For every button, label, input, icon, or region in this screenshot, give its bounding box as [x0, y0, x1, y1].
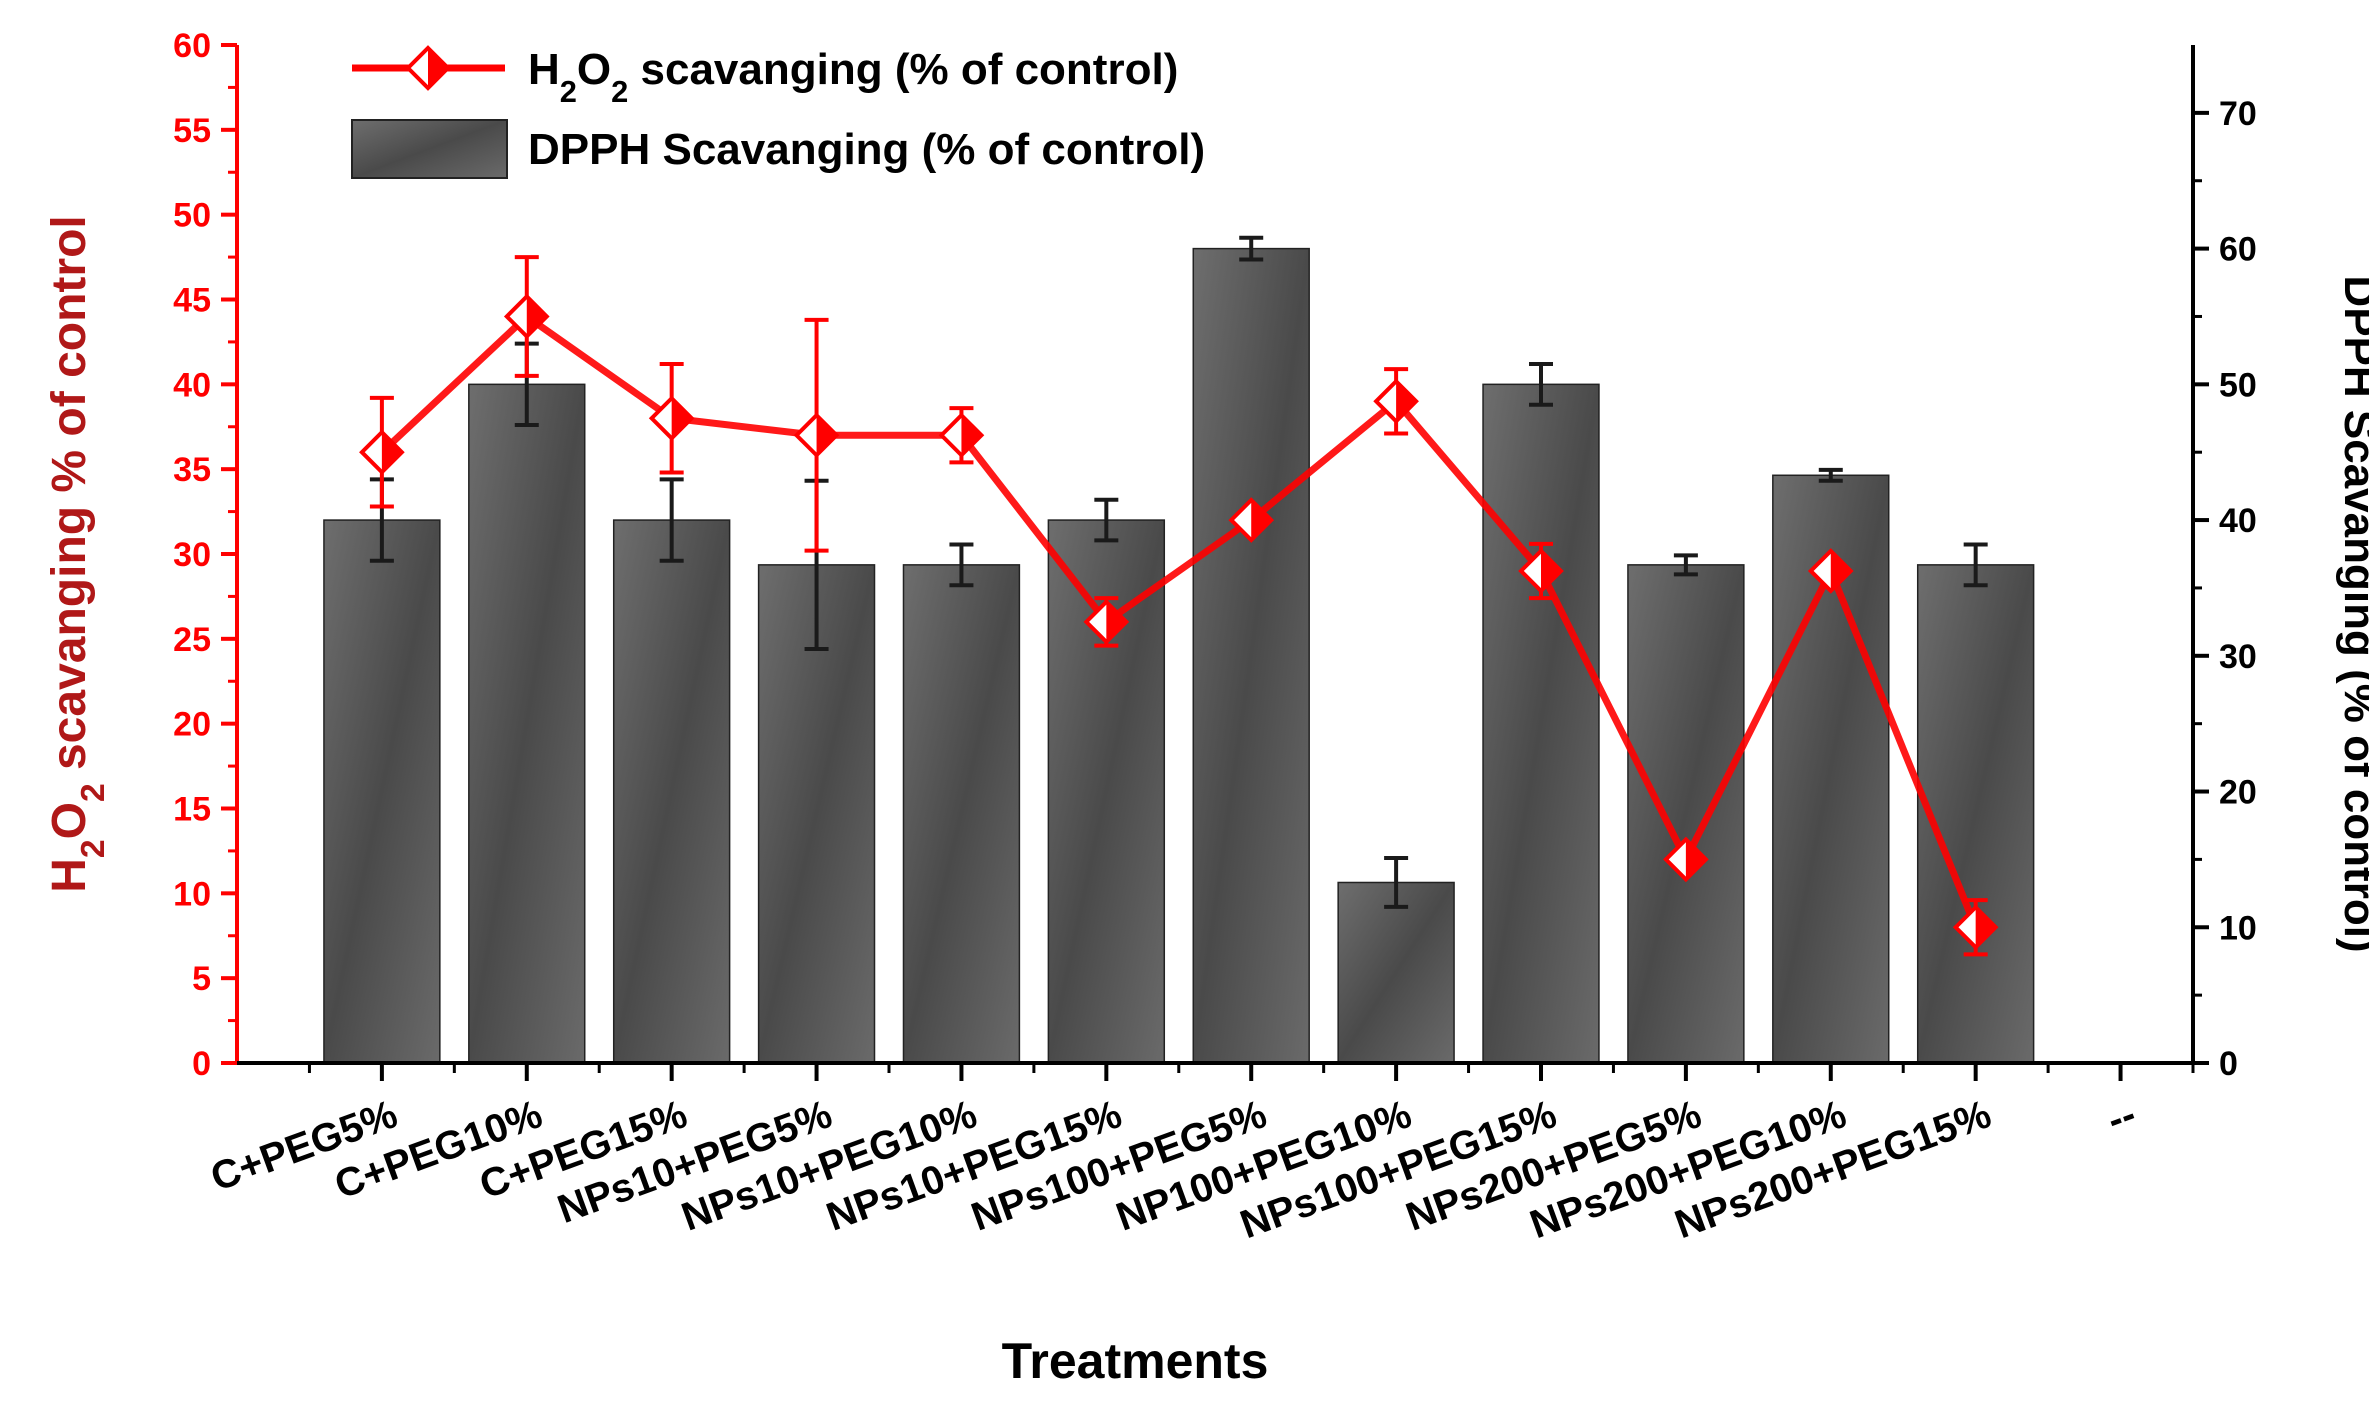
bar-dpph-2: [612, 519, 731, 1064]
left-tick-label-4: 20: [173, 706, 211, 744]
right-tick-label-2: 20: [2219, 774, 2257, 812]
bar-dpph-8: [1482, 383, 1600, 1064]
bar-dpph-0: [323, 519, 441, 1064]
dpph-error-bar-4: [949, 542, 974, 588]
bar-dpph-9: [1627, 564, 1745, 1064]
right-tick-label-7: 70: [2219, 95, 2257, 133]
left-tick-label-7: 35: [173, 451, 211, 489]
dpph-error-bar-8: [1529, 361, 1553, 407]
dpph-error-bar-2: [659, 477, 684, 563]
right-tick-label-4: 40: [2219, 502, 2257, 540]
left-tick-label-5: 25: [173, 621, 211, 659]
left-tick-label-2: 10: [173, 875, 211, 913]
h2o2-marker-5: [1083, 599, 1130, 645]
bar-dpph-6: [1192, 247, 1310, 1064]
right-tick-label-3: 30: [2219, 638, 2257, 676]
dpph-error-bar-10: [1818, 467, 1843, 483]
dpph-error-bar-11: [1963, 542, 1988, 588]
h2o2-marker-3: [793, 412, 840, 459]
left-tick-label-3: 15: [173, 791, 211, 829]
left-tick-label-6: 30: [173, 536, 211, 574]
left-tick-label-1: 5: [192, 960, 211, 998]
dpph-error-bar-6: [1239, 235, 1264, 262]
h2o2-marker-8: [1518, 548, 1564, 594]
legend-bar-swatch: [351, 119, 508, 179]
legend-bar-label: DPPH Scavanging (% of control): [528, 125, 1205, 174]
h2o2-line: [379, 312, 1979, 929]
bar-dpph-11: [1916, 564, 2035, 1064]
h2o2-marker-7: [1373, 378, 1419, 425]
right-axis-title: DPPH Scavanging (% of control): [2335, 275, 2369, 952]
left-tick-label-8: 40: [173, 366, 211, 404]
legend-line-label: H2O2 scavanging (% of control): [528, 45, 1178, 109]
h2o2-marker-6: [1228, 497, 1275, 543]
dpph-error-bar-9: [1673, 553, 1698, 577]
dpph-error-bar-7: [1384, 856, 1409, 909]
right-tick-label-1: 10: [2219, 909, 2257, 947]
left-tick-label-12: 60: [173, 27, 211, 65]
right-tick-label-5: 50: [2219, 366, 2257, 404]
left-axis-title: H2O2 scavanging % of control: [43, 215, 112, 892]
h2o2-marker-0: [359, 429, 405, 476]
legend-line-marker: [405, 45, 451, 91]
x-tick-label-12: --: [2102, 1092, 2142, 1142]
h2o2-marker-9: [1663, 836, 1709, 883]
right-tick-label-0: 0: [2219, 1045, 2238, 1083]
h2o2-marker-11: [1952, 904, 1999, 951]
left-tick-label-9: 45: [173, 282, 211, 320]
bar-dpph-1: [468, 383, 586, 1064]
h2o2-marker-2: [648, 395, 695, 442]
bar-dpph-7: [1337, 881, 1455, 1064]
left-tick-label-11: 55: [173, 112, 211, 150]
h2o2-marker-1: [503, 293, 550, 340]
left-tick-label-0: 0: [192, 1045, 211, 1083]
x-axis-title: Treatments: [1002, 1333, 1269, 1389]
left-tick-label-10: 50: [173, 197, 211, 235]
dpph-error-bar-5: [1094, 497, 1119, 543]
right-tick-label-6: 60: [2219, 231, 2257, 269]
h2o2-marker-10: [1807, 548, 1854, 594]
bar-dpph-4: [902, 564, 1021, 1064]
h2o2-marker-4: [938, 412, 985, 459]
